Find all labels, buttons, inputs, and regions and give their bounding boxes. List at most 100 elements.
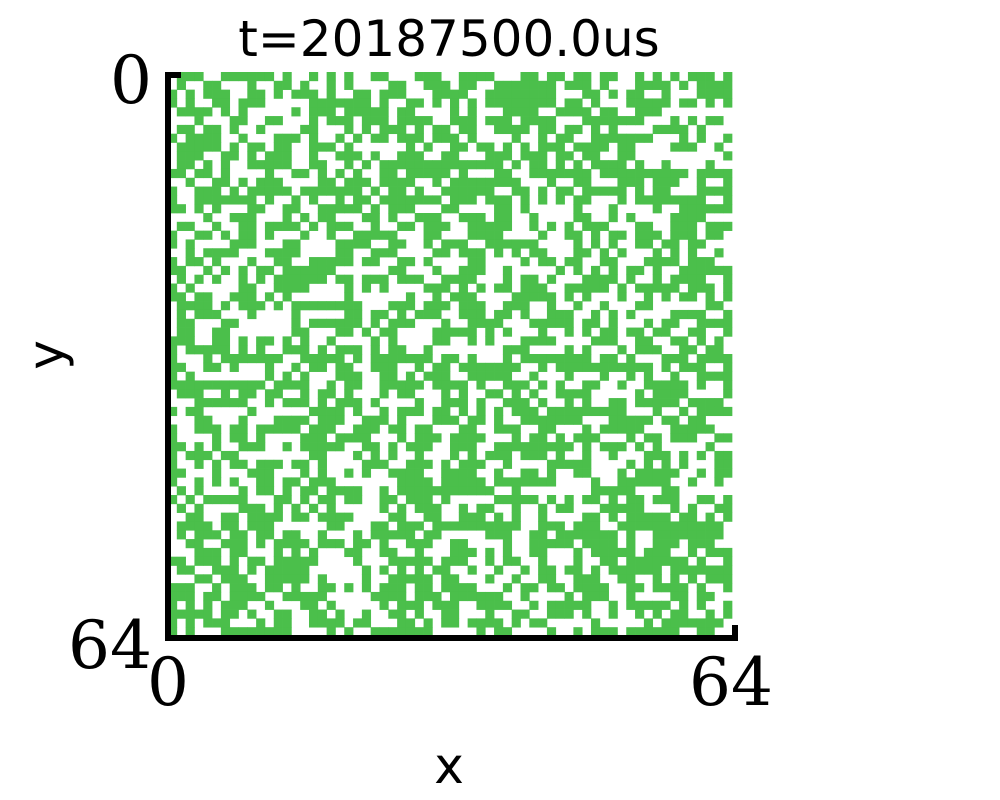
lattice-cell bbox=[546, 495, 557, 505]
lattice-cell bbox=[696, 618, 706, 628]
lattice-cell bbox=[599, 336, 609, 346]
lattice-cell bbox=[591, 574, 601, 584]
lattice-cell bbox=[432, 292, 442, 302]
lattice-cell bbox=[344, 547, 354, 558]
lattice-cell bbox=[291, 133, 301, 143]
lattice-cell bbox=[282, 257, 292, 267]
lattice-cell bbox=[670, 274, 680, 284]
lattice-cell bbox=[494, 424, 504, 434]
lattice-cell bbox=[714, 503, 724, 513]
lattice-cell bbox=[564, 565, 574, 575]
lattice-cell bbox=[176, 168, 186, 179]
lattice-cell bbox=[414, 468, 424, 478]
lattice-cell bbox=[450, 160, 460, 170]
lattice-cell bbox=[335, 274, 345, 284]
lattice-cell bbox=[591, 89, 601, 99]
lattice-cell bbox=[397, 133, 407, 143]
lattice-cell bbox=[335, 345, 345, 355]
lattice-cell bbox=[529, 98, 539, 108]
lattice-cell bbox=[582, 142, 592, 152]
lattice-cell bbox=[441, 151, 451, 161]
lattice-cell bbox=[635, 398, 645, 408]
lattice-cell bbox=[212, 345, 222, 355]
lattice-cell bbox=[220, 177, 231, 187]
lattice-cell bbox=[661, 627, 671, 637]
lattice-cell bbox=[458, 292, 468, 302]
lattice-cell bbox=[423, 442, 433, 452]
lattice-cell bbox=[344, 98, 354, 108]
lattice-cell bbox=[485, 195, 495, 205]
lattice-cell bbox=[723, 433, 733, 443]
lattice-cell bbox=[168, 362, 178, 372]
lattice-cell bbox=[520, 583, 530, 593]
lattice-cell bbox=[661, 362, 671, 372]
lattice-cell bbox=[494, 512, 504, 522]
lattice-cell bbox=[256, 459, 266, 469]
lattice-cell bbox=[635, 72, 645, 82]
lattice-cell bbox=[723, 151, 733, 161]
lattice-cell bbox=[705, 301, 715, 311]
lattice-cell bbox=[511, 503, 521, 513]
lattice-cell bbox=[423, 486, 433, 496]
lattice-cell bbox=[414, 213, 424, 223]
lattice-cell bbox=[405, 521, 416, 531]
lattice-cell bbox=[432, 521, 442, 531]
lattice-cell bbox=[238, 265, 248, 276]
lattice-cell bbox=[599, 248, 609, 258]
lattice-cell bbox=[450, 521, 460, 531]
lattice-cell bbox=[212, 274, 222, 284]
lattice-cell bbox=[414, 442, 424, 452]
lattice-cell bbox=[379, 495, 389, 505]
lattice-cell bbox=[494, 415, 504, 425]
lattice-cell bbox=[564, 168, 574, 179]
lattice-cell bbox=[458, 591, 468, 602]
lattice-cell bbox=[397, 107, 407, 117]
lattice-cell bbox=[617, 186, 627, 196]
lattice-cell bbox=[705, 98, 715, 108]
lattice-cell bbox=[282, 486, 292, 496]
lattice-cell bbox=[591, 336, 601, 346]
lattice-cell bbox=[212, 495, 222, 505]
lattice-cell bbox=[388, 380, 398, 390]
lattice-cell bbox=[696, 354, 706, 364]
lattice-cell bbox=[714, 574, 724, 584]
lattice-cell bbox=[185, 627, 195, 637]
lattice-cell bbox=[485, 521, 495, 531]
lattice-cell bbox=[405, 574, 416, 584]
lattice-cell bbox=[573, 583, 583, 593]
lattice-cell bbox=[432, 600, 442, 610]
lattice-cell bbox=[670, 248, 680, 258]
lattice-cell bbox=[194, 309, 204, 320]
lattice-cell bbox=[573, 362, 583, 372]
lattice-cell bbox=[361, 177, 372, 187]
lattice-cell bbox=[256, 186, 266, 196]
lattice-cell bbox=[361, 618, 372, 628]
lattice-cell bbox=[494, 124, 504, 135]
lattice-cell bbox=[238, 459, 248, 469]
lattice-cell bbox=[467, 521, 477, 531]
lattice-cell bbox=[617, 468, 627, 478]
lattice-cell bbox=[450, 195, 460, 205]
lattice-cell bbox=[502, 168, 513, 179]
lattice-cell bbox=[687, 274, 698, 284]
lattice-cell bbox=[256, 433, 266, 443]
lattice-cell bbox=[432, 160, 442, 170]
lattice-cell bbox=[652, 345, 662, 355]
lattice-cell bbox=[476, 301, 486, 311]
lattice-cell bbox=[309, 486, 319, 496]
lattice-cell bbox=[617, 248, 627, 258]
lattice-cell bbox=[696, 283, 706, 293]
lattice-cell bbox=[652, 442, 662, 452]
lattice-cell bbox=[467, 72, 477, 82]
lattice-cell bbox=[185, 609, 195, 619]
lattice-cell bbox=[194, 195, 204, 205]
lattice-cell bbox=[679, 450, 689, 461]
lattice-cell bbox=[643, 380, 654, 390]
lattice-cell bbox=[388, 327, 398, 337]
lattice-cell bbox=[168, 195, 178, 205]
lattice-cell bbox=[608, 503, 618, 513]
lattice-cell bbox=[441, 221, 451, 231]
lattice-cell bbox=[538, 89, 548, 99]
lattice-cell bbox=[538, 195, 548, 205]
lattice-cell bbox=[652, 257, 662, 267]
